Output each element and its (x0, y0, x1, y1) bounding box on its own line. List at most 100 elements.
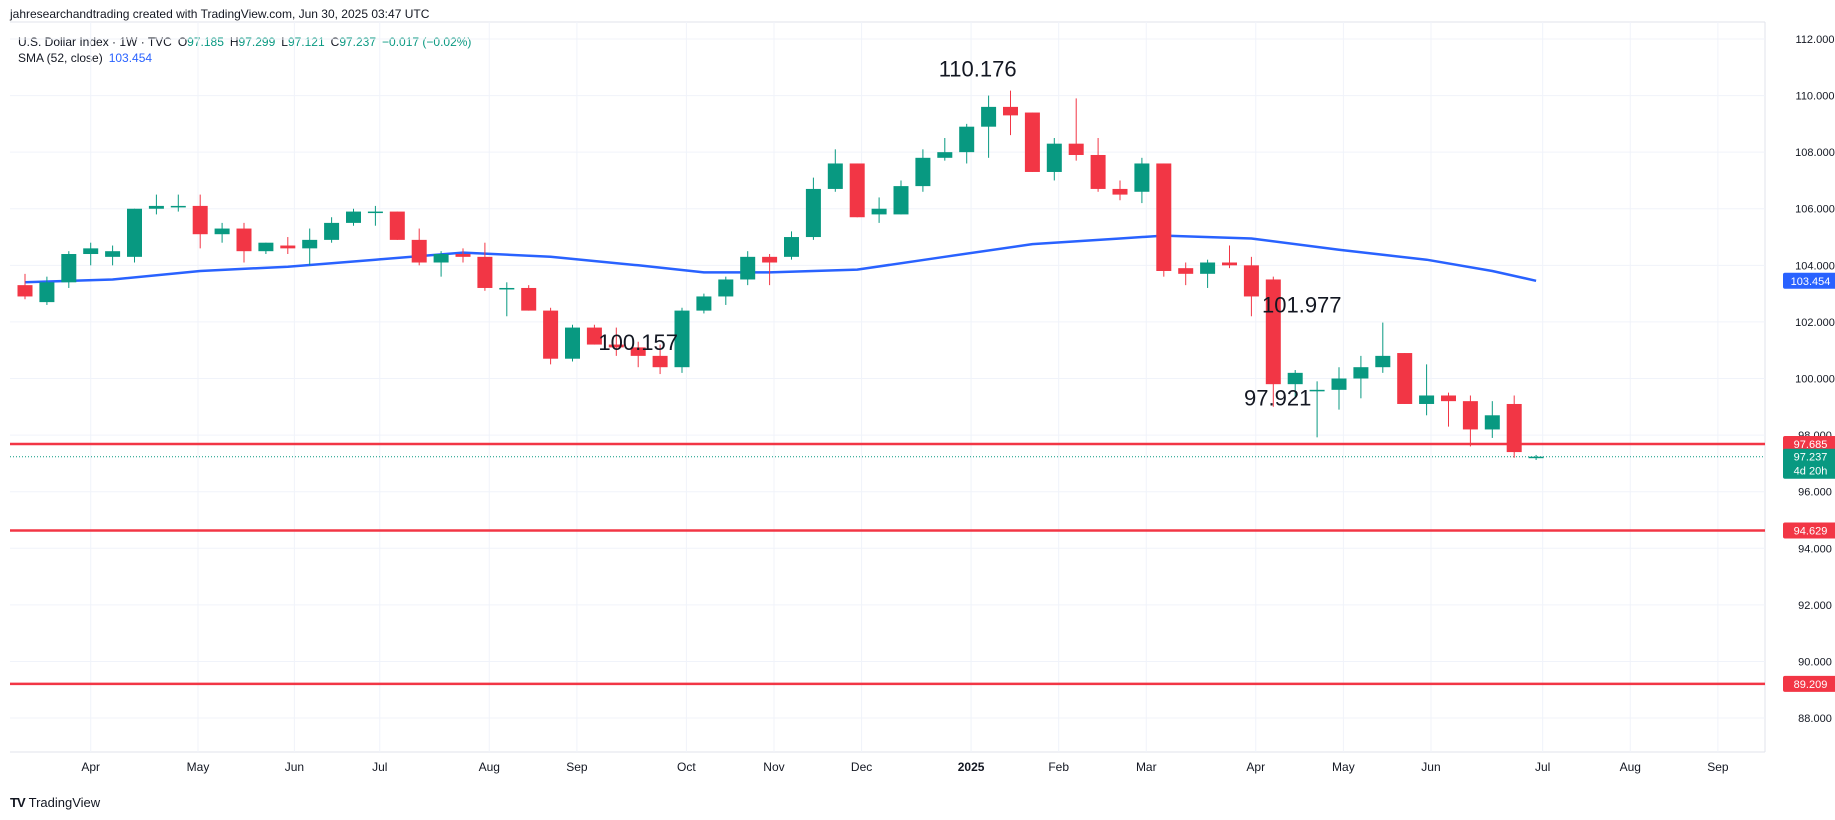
candle-up[interactable] (1528, 456, 1544, 459)
x-tick-label: Sep (566, 760, 588, 774)
candle-up[interactable] (1419, 395, 1435, 404)
candle-down[interactable] (192, 205, 208, 235)
candle-up[interactable] (214, 228, 230, 235)
candle-down[interactable] (586, 327, 602, 345)
candle-up[interactable] (61, 254, 77, 283)
candle-up[interactable] (784, 237, 799, 257)
price-tag (1783, 448, 1835, 479)
candle-down[interactable] (1243, 265, 1259, 297)
sma-line[interactable] (24, 234, 1537, 284)
candle-up[interactable] (105, 251, 121, 257)
candle-down[interactable] (1112, 188, 1128, 195)
candle-down[interactable] (630, 347, 646, 356)
candle-down[interactable] (1441, 395, 1456, 402)
x-tick-label: Sep (1707, 760, 1729, 774)
candle-up[interactable] (1046, 143, 1062, 172)
sma-legend-row[interactable]: SMA (52, close) 103.454 (18, 50, 471, 66)
candle-down[interactable] (17, 285, 33, 297)
tradingview-brand[interactable]: TV TradingView (10, 795, 100, 810)
candle-down[interactable] (1178, 268, 1194, 274)
x-tick-label: Mar (1136, 760, 1157, 774)
candle-up[interactable] (937, 152, 953, 158)
candle-up[interactable] (367, 211, 383, 214)
countdown-label: 4d 20h (1794, 466, 1828, 478)
x-tick-label: Jun (1421, 760, 1440, 774)
candle-up[interactable] (1353, 367, 1369, 379)
candle-down[interactable] (608, 344, 624, 348)
candle-up[interactable] (696, 296, 712, 311)
x-tick-label: Jul (1535, 760, 1550, 774)
candle-up[interactable] (959, 126, 975, 153)
candle-down[interactable] (1068, 143, 1084, 155)
candle-down[interactable] (411, 239, 427, 263)
candle-up[interactable] (83, 248, 99, 255)
candle-up[interactable] (1134, 163, 1150, 192)
candle-down[interactable] (280, 245, 296, 249)
candle-down[interactable] (1265, 279, 1281, 385)
candle-down[interactable] (389, 211, 405, 240)
candle-down[interactable] (1156, 163, 1172, 271)
candle-up[interactable] (39, 282, 55, 303)
candle-up[interactable] (433, 254, 449, 263)
candle-down[interactable] (521, 287, 537, 311)
candle-up[interactable] (302, 239, 318, 249)
x-tick-label: 2025 (958, 760, 985, 774)
candle-up[interactable] (346, 211, 361, 223)
x-tick-label: Dec (851, 760, 872, 774)
candle-up[interactable] (740, 256, 756, 280)
candle-down[interactable] (477, 256, 493, 288)
candle-up[interactable] (1484, 415, 1500, 430)
y-tick-label: 102.000 (1795, 317, 1835, 329)
y-tick-label: 92.000 (1798, 600, 1832, 612)
candle-down[interactable] (1024, 112, 1040, 172)
candle-up[interactable] (1309, 389, 1325, 392)
candle-up[interactable] (1331, 378, 1347, 390)
y-tick-label: 94.000 (1798, 543, 1832, 555)
price-annotation: 97.921 (1244, 385, 1311, 410)
candle-up[interactable] (565, 327, 580, 359)
tradingview-logo-icon: TV (10, 795, 26, 810)
y-tick-label: 104.000 (1795, 260, 1835, 272)
x-tick-label: Aug (479, 760, 500, 774)
candle-up[interactable] (1375, 355, 1391, 368)
candle-up[interactable] (827, 163, 843, 189)
candle-up[interactable] (893, 186, 909, 215)
x-tick-label: Feb (1048, 760, 1069, 774)
level-price-label: 97.685 (1794, 439, 1828, 451)
candle-down[interactable] (455, 254, 471, 257)
brand-label: TradingView (28, 795, 101, 810)
y-tick-label: 90.000 (1798, 656, 1832, 668)
price-tag (1783, 272, 1835, 289)
candle-down[interactable] (1003, 106, 1018, 116)
candle-up[interactable] (805, 188, 821, 238)
price-annotation: 110.176 (939, 57, 1017, 82)
sma-label[interactable]: SMA (52, close) (18, 51, 103, 65)
candle-down[interactable] (1397, 353, 1413, 404)
candle-up[interactable] (1287, 372, 1303, 385)
candle-down[interactable] (652, 355, 668, 368)
x-tick-label: Oct (677, 760, 696, 774)
candle-down[interactable] (1090, 154, 1106, 189)
price-tag-label: 97.237 (1794, 452, 1828, 464)
candle-down[interactable] (543, 310, 559, 359)
candle-up[interactable] (718, 279, 734, 297)
candle-up[interactable] (674, 310, 690, 368)
candle-down[interactable] (762, 256, 778, 263)
candle-up[interactable] (1200, 262, 1216, 274)
candle-up[interactable] (915, 157, 931, 187)
candle-up[interactable] (127, 208, 142, 257)
candle-up[interactable] (871, 208, 887, 215)
candle-up[interactable] (324, 222, 340, 240)
candle-down[interactable] (1506, 403, 1522, 453)
x-tick-label: Apr (1246, 760, 1265, 774)
candle-down[interactable] (236, 228, 252, 252)
candle-up[interactable] (499, 287, 515, 290)
candle-down[interactable] (849, 163, 865, 218)
candle-up[interactable] (148, 205, 164, 209)
candle-down[interactable] (1222, 262, 1237, 266)
candle-up[interactable] (981, 106, 997, 127)
candle-up[interactable] (170, 205, 186, 208)
candle-up[interactable] (258, 242, 274, 252)
candle-down[interactable] (1462, 401, 1478, 430)
